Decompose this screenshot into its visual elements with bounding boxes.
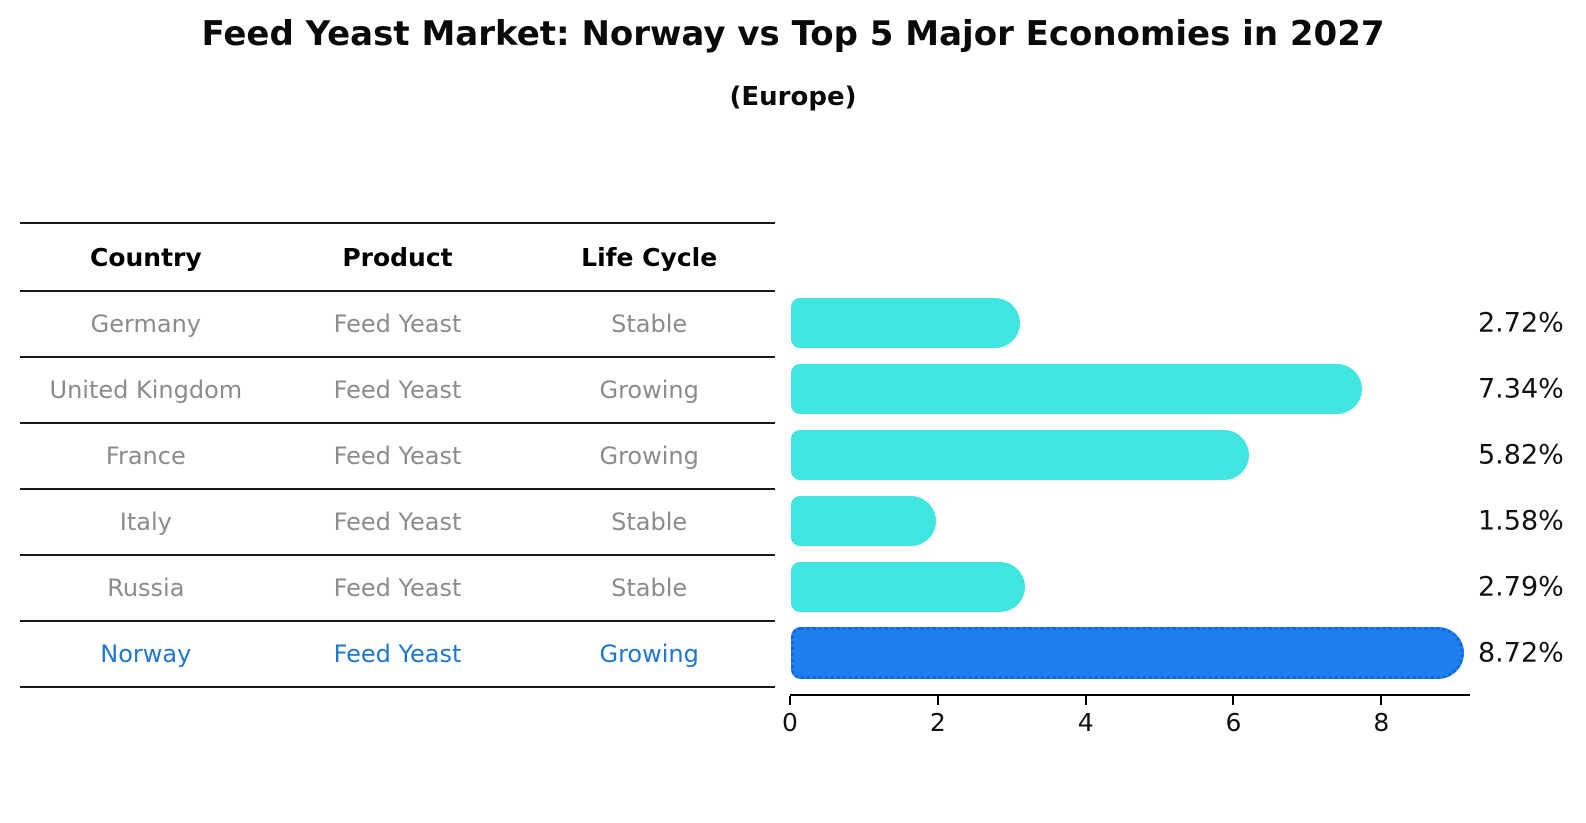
x-axis-line	[790, 694, 1470, 696]
table-row: France Feed Yeast Growing	[20, 423, 775, 490]
table-cell-product: Feed Yeast	[271, 489, 524, 556]
table-row: Russia Feed Yeast Stable	[20, 555, 775, 622]
bar-united-kingdom	[791, 364, 1362, 414]
x-axis-tick	[1232, 696, 1235, 705]
table-cell-product: Feed Yeast	[271, 555, 524, 622]
table-cell-country: Norway	[20, 621, 272, 688]
column-header-country: Country	[20, 223, 272, 292]
table-header-row: Country Product Life Cycle	[20, 223, 775, 292]
table-header: Country Product Life Cycle	[20, 223, 775, 292]
x-axis-tick-label: 0	[782, 708, 798, 737]
country-info-table: Country Product Life Cycle Germany Feed Y…	[20, 222, 775, 688]
x-axis-tick-label: 8	[1373, 708, 1390, 737]
table-cell-life-cycle: Stable	[523, 555, 775, 622]
table-cell-country: United Kingdom	[20, 357, 272, 424]
table-cell-country: Italy	[20, 489, 272, 556]
column-header-life-cycle: Life Cycle	[523, 223, 775, 292]
chart-subtitle: (Europe)	[729, 82, 857, 112]
table-row: Germany Feed Yeast Stable	[20, 291, 775, 358]
bar-value-label: 2.79%	[1478, 571, 1564, 603]
table-cell-product: Feed Yeast	[271, 357, 524, 424]
bar-france	[791, 430, 1250, 480]
bar-value-label: 1.58%	[1478, 505, 1564, 537]
table-cell-product: Feed Yeast	[271, 423, 524, 490]
table-cell-life-cycle: Growing	[523, 357, 775, 424]
bar-value-label: 5.82%	[1478, 439, 1564, 471]
bar-value-label: 2.72%	[1478, 307, 1564, 339]
column-header-product: Product	[271, 223, 524, 292]
table-row: Italy Feed Yeast Stable	[20, 489, 775, 556]
table-cell-life-cycle: Stable	[523, 291, 775, 358]
x-axis-tick-label: 2	[929, 708, 946, 737]
chart-title: Feed Yeast Market: Norway vs Top 5 Major…	[201, 14, 1385, 54]
table-cell-country: France	[20, 423, 272, 490]
table-cell-life-cycle: Stable	[523, 489, 775, 556]
table-row: United Kingdom Feed Yeast Growing	[20, 357, 775, 424]
table-cell-life-cycle: Growing	[523, 423, 775, 490]
x-axis-tick-label: 6	[1225, 708, 1242, 737]
x-axis-tick	[1380, 696, 1383, 705]
table-cell-product: Feed Yeast	[271, 621, 524, 688]
x-axis-tick-label: 4	[1077, 708, 1094, 737]
x-axis-tick	[789, 696, 791, 705]
bar-norway	[791, 627, 1464, 679]
x-axis-tick	[936, 696, 939, 705]
x-axis-tick	[1084, 696, 1087, 705]
bar-russia	[791, 562, 1026, 612]
table-cell-product: Feed Yeast	[271, 291, 524, 358]
table-cell-country: Germany	[20, 291, 272, 358]
bar-value-label: 7.34%	[1478, 373, 1564, 405]
table-row: Norway Feed Yeast Growing	[20, 621, 775, 688]
bar-germany	[791, 298, 1021, 348]
table-cell-country: Russia	[20, 555, 272, 622]
bar-italy	[791, 496, 936, 546]
table-cell-life-cycle: Growing	[523, 621, 775, 688]
bar-value-label: 8.72%	[1478, 637, 1564, 669]
table-body: Germany Feed Yeast Stable United Kingdom Fee…	[20, 291, 775, 688]
